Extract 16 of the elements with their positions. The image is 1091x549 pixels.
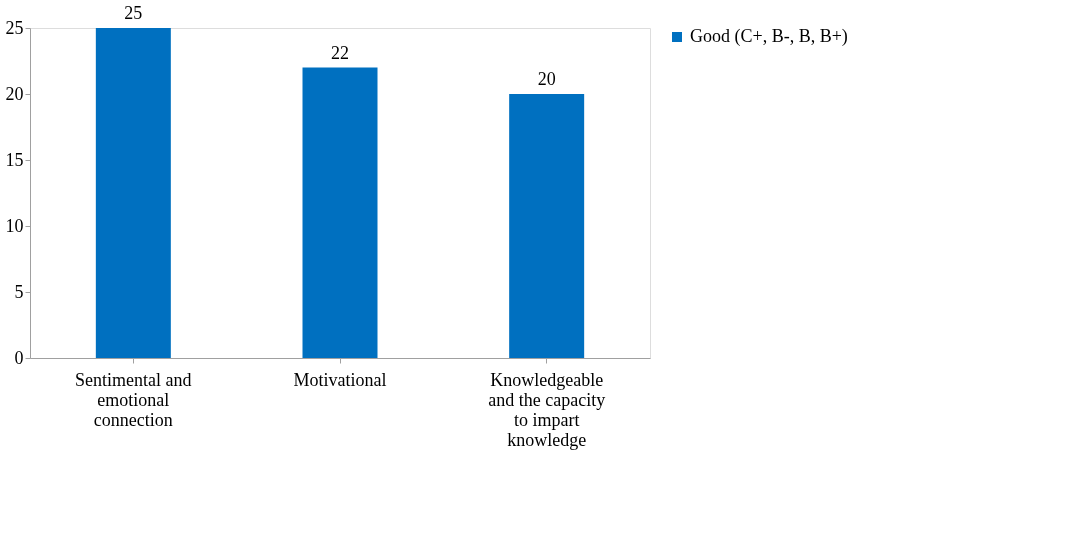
bar [302, 67, 378, 358]
legend-label: Good (C+, B-, B, B+) [690, 26, 848, 47]
data-label: 20 [537, 69, 556, 89]
y-tick-label: 0 [14, 347, 24, 368]
data-label: 22 [331, 42, 349, 63]
y-tick-label: 5 [14, 281, 24, 302]
y-tick-label: 20 [5, 83, 24, 104]
y-tick-label: 25 [5, 17, 24, 38]
y-tick-label: 15 [5, 149, 24, 170]
data-label: 25 [124, 3, 143, 23]
x-tick-label: Knowledgeable and the capacity to impart knowledge [488, 369, 606, 450]
bar [95, 28, 171, 358]
x-tick-label: Motivational [293, 369, 387, 390]
y-tick-label: 10 [5, 215, 24, 236]
bar [509, 94, 585, 358]
x-tick-label: Sentimental and emotional connection [75, 369, 192, 430]
